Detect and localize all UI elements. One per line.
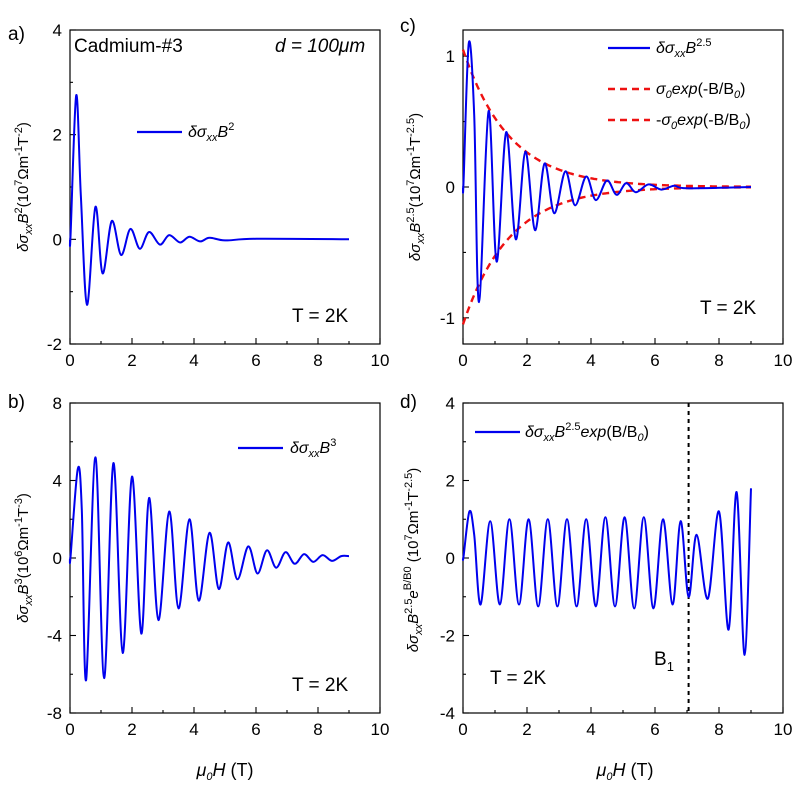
panel-d-legend-label: δσxxB2.5exp(B/B0) <box>525 421 649 444</box>
panel-c: c) 0 2 4 6 8 10 -1 0 1 T = 2K δσxxB2.5 σ0exp(-B/… <box>400 16 792 370</box>
panel-a-legend: δσxxB2 <box>137 121 234 144</box>
panel-d-frame <box>462 402 784 714</box>
panel-c-legend: δσxxB2.5 σ0exp(-B/B0) -σ0exp(-B/B0) <box>608 37 751 132</box>
y-tick-label: -4 <box>440 704 455 723</box>
panel-b-series-line <box>68 456 350 682</box>
panel-d-xlabel: μ0H (T) <box>596 760 654 783</box>
panel-a-series-line <box>68 94 350 306</box>
panel-a-label: a) <box>8 24 25 45</box>
y-tick-label: 4 <box>53 472 62 491</box>
y-tick-label: -2 <box>440 627 455 646</box>
y-tick-label: 2 <box>53 126 62 145</box>
panel-a-temperature-label: T = 2K <box>292 306 348 327</box>
y-tick-label: 0 <box>53 549 62 568</box>
x-tick-label: 6 <box>650 351 659 370</box>
panel-d-b1-label: B1 <box>654 649 674 674</box>
x-tick-label: 6 <box>251 720 260 739</box>
y-tick-label: 2 <box>446 472 455 491</box>
x-tick-label: 8 <box>313 720 322 739</box>
x-tick-label: 0 <box>458 351 467 370</box>
panel-d-temperature-label: T = 2K <box>490 668 546 689</box>
panel-c-temperature-label: T = 2K <box>700 298 756 319</box>
x-tick-label: 8 <box>714 720 723 739</box>
panel-a-legend-label: δσxxB2 <box>188 121 234 144</box>
panel-c-legend-label-1: δσxxB2.5 <box>656 37 712 60</box>
y-tick-label: -4 <box>47 627 62 646</box>
panel-b-ticks: 0 2 4 6 8 10 -8 -4 0 4 8 <box>47 394 390 739</box>
panel-a-frame <box>69 29 381 345</box>
y-tick-label: 0 <box>446 178 455 197</box>
x-tick-label: 4 <box>586 351 595 370</box>
panel-a-sample-label: Cadmium-#3 <box>74 36 183 57</box>
x-tick-label: 4 <box>189 720 198 739</box>
panel-a-ylabel: δσxxB2(107Ωm-1T-2) <box>13 122 35 252</box>
panel-b-temperature-label: T = 2K <box>292 675 348 696</box>
x-tick-label: 2 <box>522 720 531 739</box>
x-tick-label: 0 <box>65 720 74 739</box>
y-tick-label: 8 <box>53 394 62 413</box>
panel-d-label: d) <box>400 392 417 413</box>
x-tick-label: 10 <box>774 720 793 739</box>
y-tick-label: 1 <box>446 47 455 66</box>
panel-c-legend-label-2: σ0exp(-B/B0) <box>656 81 745 101</box>
x-tick-label: 4 <box>586 720 595 739</box>
x-tick-label: 8 <box>714 351 723 370</box>
y-tick-label: 4 <box>446 394 455 413</box>
y-tick-label: -8 <box>47 704 62 723</box>
y-tick-label: 0 <box>446 549 455 568</box>
panel-b-label: b) <box>8 392 25 413</box>
x-tick-label: 8 <box>313 351 322 370</box>
x-tick-label: 2 <box>522 351 531 370</box>
panel-c-ylabel: δσxxB2.5(107Ωm-1T-2.5) <box>405 113 427 261</box>
y-tick-label: -1 <box>440 309 455 328</box>
x-tick-label: 10 <box>371 351 390 370</box>
y-tick-label: -2 <box>47 335 62 354</box>
panel-d-ylabel: δσxxB2.5eB/B0 (107Ωm-1T-2.5) <box>402 468 425 653</box>
y-tick-label: 0 <box>53 230 62 249</box>
panel-d: d) 0 2 4 6 8 10 -4 -2 0 2 4 T = 2K B1 δσxxB2.5exp(… <box>400 392 792 783</box>
x-tick-label: 6 <box>650 720 659 739</box>
panel-d-series-line <box>461 488 752 656</box>
panel-b-legend: δσxxB3 <box>238 437 336 460</box>
panel-b: b) 0 2 4 6 8 10 -8 -4 0 4 8 T = 2K δσxxB3 δσxxB3(1… <box>8 392 389 783</box>
x-tick-label: 10 <box>774 351 793 370</box>
x-tick-label: 2 <box>127 351 136 370</box>
panel-b-ylabel: δσxxB3(106Ωm-1T-3) <box>13 493 35 623</box>
panel-b-legend-label: δσxxB3 <box>290 437 336 460</box>
panel-d-ticks: 0 2 4 6 8 10 -4 -2 0 2 4 <box>440 394 793 739</box>
x-tick-label: 0 <box>458 720 467 739</box>
panel-c-label: c) <box>400 16 416 37</box>
panel-c-legend-label-3: -σ0exp(-B/B0) <box>656 112 751 132</box>
x-tick-label: 10 <box>371 720 390 739</box>
y-tick-label: 4 <box>53 21 62 40</box>
x-tick-label: 6 <box>251 351 260 370</box>
panel-b-xlabel: μ0H (T) <box>196 760 254 783</box>
panel-a-thickness-label: d = 100μm <box>275 36 365 57</box>
x-tick-label: 0 <box>65 351 74 370</box>
panel-d-legend: δσxxB2.5exp(B/B0) <box>475 421 649 444</box>
x-tick-label: 2 <box>127 720 136 739</box>
x-tick-label: 4 <box>189 351 198 370</box>
panel-c-series-line <box>461 40 752 304</box>
